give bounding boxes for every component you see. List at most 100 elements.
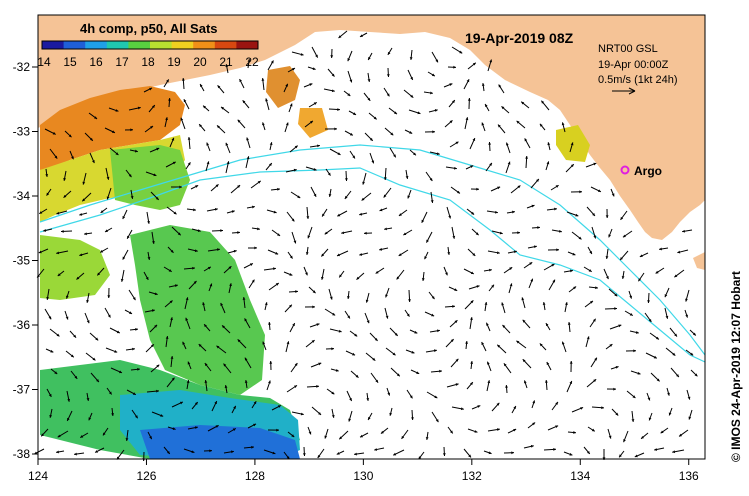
current-vector-head [137,367,140,371]
current-vector-head [297,195,301,198]
current-vector-head [569,380,573,384]
current-vector-head [623,439,626,443]
current-vector-head [694,373,698,377]
current-vector-head [366,398,370,401]
current-vector-head [192,266,195,270]
current-vector-head [379,247,383,251]
current-vector-head [168,269,172,272]
current-vector-head [228,266,232,270]
current-vector-head [409,395,413,399]
current-vector-head [572,252,576,256]
current-vector-head [586,336,590,340]
current-vector-head [291,68,295,71]
legend: 4h comp, p50, All Sats 14 15 16 17 18 19 20 21 2… [37,21,259,69]
current-vector-head [578,236,582,240]
current-vector-head [318,362,322,366]
current-vector-head [474,430,478,433]
current-vector-head [305,252,309,255]
legend-swatch [171,41,194,49]
current-vector-head [285,83,288,87]
current-vector-head [165,117,168,121]
current-vector-head [215,184,219,188]
current-vector-head [252,205,255,209]
current-vector-head [635,331,639,334]
current-vector-head [273,210,277,214]
current-vector-head [321,253,325,257]
current-vector-head [513,428,517,432]
current-vector-head [436,152,440,156]
current-vector-head [316,323,320,326]
current-vector-head [569,452,573,456]
current-vector-head [529,262,533,265]
current-vector-head [336,451,340,455]
current-vector-head [488,451,492,455]
current-vector-head [687,396,691,400]
current-vector-head [171,137,175,141]
current-vector-head [418,456,422,460]
current-vector-head [435,59,438,63]
current-vector-head [195,185,199,188]
current-vector-head [56,450,59,454]
current-vector-head [586,450,590,454]
current-vector-head [692,332,696,336]
current-vector-head [631,419,635,422]
legend-tick-label: 14 [37,55,51,69]
current-vector-head [134,415,138,419]
current-vector-head [429,178,433,181]
current-vector-head [539,123,543,127]
current-vector-head [452,100,455,104]
current-vector-head [68,134,72,138]
current-vector-head [217,85,221,89]
current-vector-head [155,196,159,200]
current-vector-head [349,79,353,83]
current-vector-head [546,362,550,366]
current-vector-head [597,189,601,192]
current-vector-head [555,185,559,188]
legend-tick-label: 15 [63,55,77,69]
current-vector-head [105,229,109,232]
current-vector-head [507,161,511,165]
current-vector-head [268,322,271,325]
current-vector-head [593,379,597,383]
current-vector-head [567,322,571,325]
current-vector-head [524,138,528,142]
current-vector-head [149,436,152,440]
x-tick-label: 124 [28,469,48,483]
current-vector-head [173,211,177,215]
current-vector-head [247,59,251,62]
current-vector-head [76,276,80,280]
current-vector-head [648,417,652,421]
current-vector-head [435,419,439,423]
current-vector-head [268,163,272,167]
current-vector-head [352,155,355,159]
current-vector-head [312,290,316,294]
x-tick-label: 132 [462,469,482,483]
current-vector-head [86,320,90,324]
y-axis: -32 -33 -34 -35 -36 -37 -38 [13,60,38,461]
current-vector-head [570,142,574,146]
current-vector-head [237,185,241,188]
current-vector-head [453,65,456,69]
current-vector-head [130,128,133,132]
current-vector-head [207,266,211,270]
current-vector-head [185,317,189,321]
y-tick-label: -32 [13,60,31,74]
current-vector-head [145,276,149,280]
current-vector-head [122,216,126,220]
current-vector-head [668,412,672,416]
current-vector-head [57,273,61,276]
legend-tick-label: 22 [245,55,259,69]
current-vector-head [229,283,232,287]
current-vector-head [546,161,550,165]
current-vector-head [265,98,268,102]
argo-marker[interactable]: Argo [620,164,663,178]
current-vector-head [442,453,446,456]
current-vector-head [54,371,58,374]
current-vector-head [300,412,304,416]
current-vector-head [501,302,505,306]
current-vector-head [165,336,169,339]
current-vector-head [335,368,339,372]
current-vector-head [620,257,623,261]
current-vector-head [322,213,325,217]
current-vector-head [74,375,78,379]
